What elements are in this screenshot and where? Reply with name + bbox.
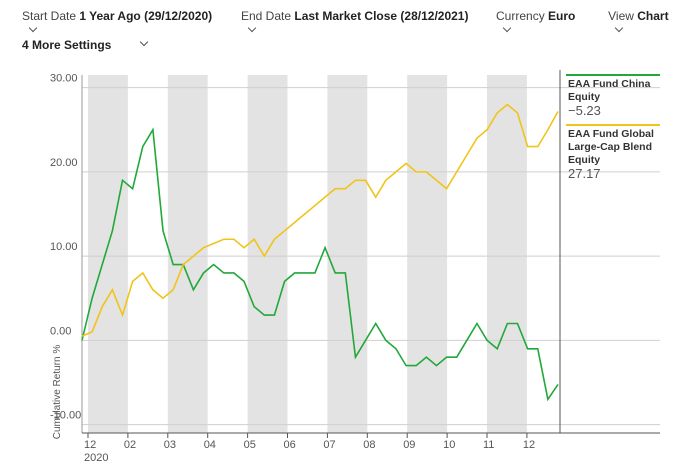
x-tick-label: 04 — [204, 439, 216, 451]
x-tick-label: 12 — [523, 439, 535, 451]
y-tick-label: -10.00 — [50, 410, 81, 422]
setting-label: Currency — [496, 9, 545, 23]
month-band — [247, 75, 288, 433]
x-tick-label: 06 — [284, 439, 296, 451]
y-tick-label: 10.00 — [50, 241, 78, 253]
setting[interactable]: Start Date 1 Year Ago (29/12/2020) — [22, 9, 219, 37]
y-tick-label: 0.00 — [50, 325, 71, 337]
settings-row: Start Date 1 Year Ago (29/12/2020) End Da… — [22, 9, 680, 37]
settings-bar: Start Date 1 Year Ago (29/12/2020) End Da… — [22, 9, 680, 56]
setting-value: Euro — [548, 9, 576, 23]
x-tick-label: 07 — [323, 439, 335, 451]
month-band — [487, 75, 527, 433]
x-tick-label: 05 — [244, 439, 256, 451]
x-tick-label: 03 — [164, 439, 176, 451]
setting[interactable]: Currency Euro — [496, 9, 586, 37]
year-label: 2020 — [84, 452, 108, 464]
legend-value: 27.17 — [568, 166, 601, 181]
line — [81, 127, 559, 402]
x-tick-label: 10 — [443, 439, 455, 451]
x-tick-label: 08 — [363, 439, 375, 451]
legend-value: −5.23 — [568, 103, 601, 118]
x-tick-label: 11 — [483, 439, 494, 451]
setting-label: End Date — [240, 9, 292, 23]
setting-value: Last Market Close (28/12/2021) — [294, 9, 469, 23]
setting-label: Start Date — [22, 9, 77, 23]
setting[interactable]: End Date Last Market Close (28/12/2021) — [241, 9, 474, 37]
y-axis-label: Cumulative Return % — [52, 345, 63, 440]
legend-name: EAA Fund China Equity — [568, 78, 651, 103]
month-band — [407, 75, 448, 433]
setting-value: 1 Year Ago (29/12/2020) — [79, 9, 213, 23]
x-tick-label: 12 — [84, 439, 96, 451]
x-tick-label: 09 — [403, 439, 415, 451]
setting-value: Chart — [637, 9, 669, 23]
month-band — [327, 75, 368, 433]
setting[interactable]: View Chart — [608, 9, 680, 37]
month-band — [88, 75, 128, 433]
y-tick-label: 20.00 — [50, 157, 78, 169]
setting-label: View — [608, 9, 634, 23]
x-tick-label: 02 — [124, 439, 136, 451]
more-settings[interactable]: 4 More Settings — [22, 38, 112, 52]
line — [81, 103, 559, 337]
y-tick-label: 30.00 — [50, 73, 78, 85]
legend-name: EAA Fund Global Large-Cap Blend Equity — [568, 128, 654, 166]
month-band — [167, 75, 208, 433]
